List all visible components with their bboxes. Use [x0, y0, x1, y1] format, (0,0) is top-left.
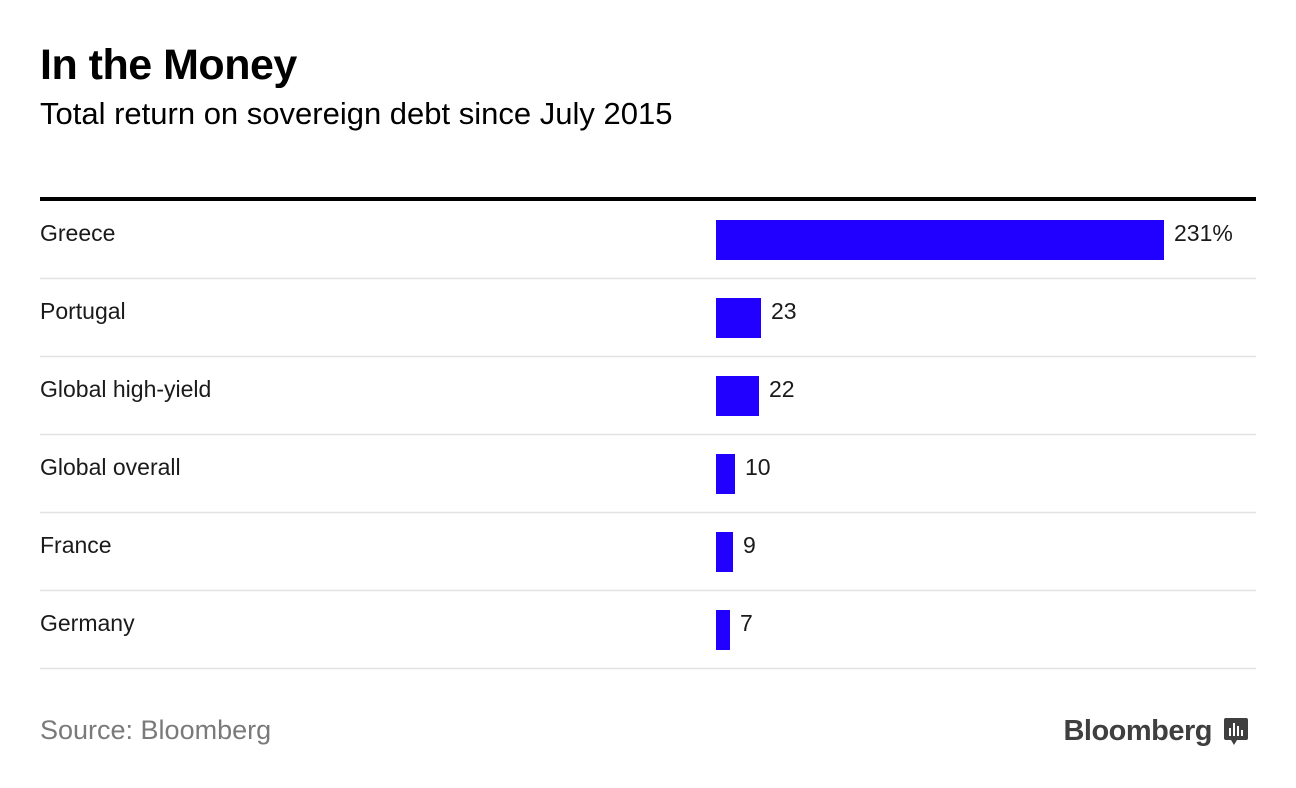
bar [716, 532, 733, 572]
bar [716, 610, 730, 650]
category-label: Portugal [40, 298, 126, 324]
bar [716, 454, 735, 494]
data-label: 7 [740, 610, 753, 636]
category-label: Greece [40, 220, 115, 246]
bar [716, 220, 1164, 260]
top-rule [40, 197, 1256, 201]
bar-chart: Greece 231% Portugal 23 Global high-yield 22 G… [40, 220, 1256, 670]
brand-logo: Bloomberg [1063, 715, 1212, 747]
data-label: 10 [745, 454, 771, 480]
data-label: 22 [769, 376, 795, 402]
chart-title: In the Money [40, 41, 297, 89]
data-label: 9 [743, 532, 756, 558]
bar [716, 376, 759, 416]
category-label: France [40, 532, 112, 558]
category-label: Global overall [40, 454, 181, 480]
category-label: Global high-yield [40, 376, 211, 402]
category-label: Germany [40, 610, 135, 636]
bar [716, 298, 761, 338]
data-label: 231% [1174, 220, 1233, 246]
chart-subtitle: Total return on sovereign debt since Jul… [40, 96, 673, 131]
data-label: 23 [771, 298, 797, 324]
bloomberg-chart-icon [1224, 718, 1248, 745]
source-note: Source: Bloomberg [40, 715, 272, 745]
